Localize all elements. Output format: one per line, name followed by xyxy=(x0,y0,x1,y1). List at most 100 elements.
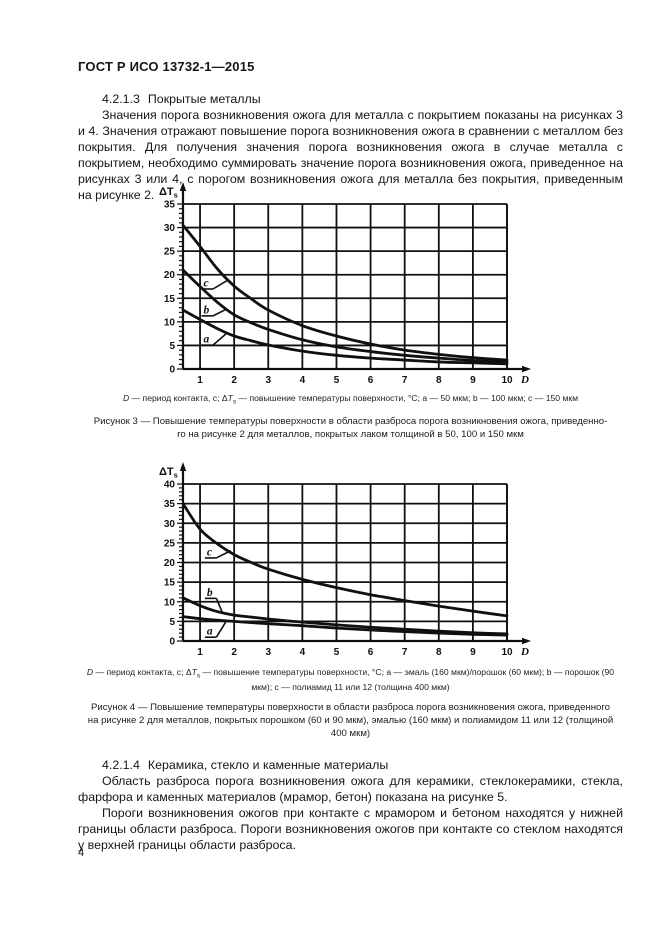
curve-label-text: b xyxy=(207,587,213,599)
curve-label-b: b xyxy=(204,587,223,613)
y-tick-label: 20 xyxy=(164,270,176,281)
x-tick-label: 9 xyxy=(470,375,476,386)
curve-label-b: b xyxy=(201,304,228,317)
x-tick-label: 2 xyxy=(231,375,237,386)
curve-a xyxy=(181,308,509,366)
section-title: Керамика, стекло и каменные материалы xyxy=(147,758,389,772)
legend-symbol-T: T xyxy=(227,393,233,403)
x-tick-label: 3 xyxy=(265,647,271,658)
curve-label-a: a xyxy=(201,332,228,346)
y-tick-label: 0 xyxy=(169,637,175,648)
curve-label-text: a xyxy=(203,334,209,346)
section-paragraph: Значения порога возникновения ожога для … xyxy=(78,108,623,202)
curve-label-leader xyxy=(215,621,227,638)
x-axis-title: D xyxy=(520,646,529,658)
legend-subscript: s xyxy=(196,672,201,680)
x-axis-arrow-icon xyxy=(522,365,531,373)
y-axis-title: ΔTs xyxy=(159,466,178,480)
x-tick-label: 5 xyxy=(334,375,340,386)
figure3-chart: 0 5 10 15 20 25 30 35 1 2 3 4 5 6 7 8 9 10 ΔTs Dc b a xyxy=(159,182,531,387)
y-tick-label: 15 xyxy=(164,578,176,589)
legend-symbol-D: D xyxy=(122,393,130,403)
y-axis-arrow-icon xyxy=(179,182,187,191)
x-tick-label: 10 xyxy=(501,375,513,386)
curve-label-leader xyxy=(212,307,228,317)
section-4213: 4.2.1.3 Покрытые металлы Значения порога … xyxy=(78,91,623,203)
caption-line: 400 мкм) xyxy=(330,728,371,739)
curve-a xyxy=(181,615,509,637)
curve-label-leader xyxy=(215,598,223,613)
y-tick-label: 20 xyxy=(164,558,176,569)
y-tick-label: 5 xyxy=(169,617,175,628)
curve-label-text: a xyxy=(207,626,213,638)
section-heading-4213: 4.2.1.3 Покрытые металлы xyxy=(78,91,623,107)
figure4-chart: 0 5 10 15 20 25 30 35 40 1 2 3 4 5 6 7 8 9 10 ΔTs Dc b a xyxy=(159,462,531,658)
curve-c xyxy=(181,223,509,362)
curve-label-c: c xyxy=(201,278,230,290)
x-tick-label: 3 xyxy=(265,375,271,386)
section-paragraph: Пороги возникновения ожогов при контакте… xyxy=(78,806,623,852)
curves xyxy=(181,502,509,637)
grid xyxy=(183,483,508,641)
x-tick-label: 5 xyxy=(334,647,340,658)
y-tick-label: 10 xyxy=(164,597,176,608)
curve-label-a: a xyxy=(204,621,227,639)
doc-header-title: ГОСТ Р ИСО 13732-1—2015 xyxy=(78,59,255,74)
legend-text: — период контакта, с; Δ xyxy=(93,667,192,677)
legend-text: — период контакта, с; Δ xyxy=(129,393,228,403)
legend-text: — повышение температуры поверхности, °С;… xyxy=(200,667,615,693)
x-tick-label: 1 xyxy=(197,647,203,658)
legend-symbol-T: T xyxy=(191,667,197,677)
y-tick-label: 35 xyxy=(164,200,176,211)
caption-line: Рисунок 3 — Повышение температуры поверх… xyxy=(93,416,608,427)
y-tick-label: 0 xyxy=(169,365,175,376)
figure4-caption: Рисунок 4 — Повышение температуры поверх… xyxy=(68,701,633,740)
curves xyxy=(181,223,509,366)
curve-c xyxy=(181,502,509,618)
x-tick-label: 2 xyxy=(231,647,237,658)
figure3-caption: Рисунок 3 — Повышение температуры поверх… xyxy=(68,415,633,441)
caption-line: Рисунок 4 — Повышение температуры поверх… xyxy=(90,702,611,713)
section-heading-4214: 4.2.1.4 Керамика, стекло и каменные матер… xyxy=(78,757,623,773)
section-number: 4.2.1.4 xyxy=(102,758,140,772)
section-title: Покрытые металлы xyxy=(147,92,261,106)
tick-labels: 0 5 10 15 20 25 30 35 1 2 3 4 5 6 7 8 9 10 xyxy=(164,200,513,387)
page-number: 4 xyxy=(78,847,85,859)
x-tick-label: 6 xyxy=(368,647,374,658)
figure3-legend: D — период контакта, с; ΔTs — повышение … xyxy=(78,393,623,408)
curve-label-leader xyxy=(212,332,228,346)
x-axis-title: D xyxy=(520,374,529,386)
x-tick-label: 4 xyxy=(300,647,306,658)
y-tick-label: 10 xyxy=(164,317,176,328)
y-axis-ticks xyxy=(177,483,183,642)
y-tick-label: 35 xyxy=(164,499,176,510)
figure4-legend: D — период контакта, с; ΔTs — повышение … xyxy=(78,667,623,694)
x-tick-label: 7 xyxy=(402,375,408,386)
x-tick-label: 10 xyxy=(501,647,513,658)
x-tick-label: 4 xyxy=(300,375,306,386)
curve-label-text: c xyxy=(203,278,208,290)
x-tick-label: 6 xyxy=(368,375,374,386)
y-tick-label: 25 xyxy=(164,247,176,258)
section-paragraph: Область разброса порога возникновения ож… xyxy=(78,774,623,804)
curve-label-leader xyxy=(212,278,230,290)
y-tick-label: 15 xyxy=(164,294,176,305)
y-tick-label: 5 xyxy=(169,341,175,352)
y-axis-ticks xyxy=(177,203,183,370)
y-tick-label: 25 xyxy=(164,538,176,549)
x-tick-label: 8 xyxy=(436,647,442,658)
x-tick-label: 8 xyxy=(436,375,442,386)
y-tick-label: 30 xyxy=(164,519,176,530)
legend-symbol-D: D xyxy=(86,667,94,677)
caption-line: го на рисунке 2 для металлов, покрытых л… xyxy=(177,429,524,440)
curve-label-c: c xyxy=(204,546,232,559)
x-tick-label: 7 xyxy=(402,647,408,658)
curve-label-leader xyxy=(216,550,232,559)
grid xyxy=(183,203,508,369)
y-axis-title: ΔTs xyxy=(159,186,178,200)
x-tick-label: 9 xyxy=(470,647,476,658)
x-axis-arrow-icon xyxy=(522,637,531,645)
caption-line: на рисунке 2 для металлов, покрытых поро… xyxy=(87,715,614,726)
x-tick-label: 1 xyxy=(197,375,203,386)
